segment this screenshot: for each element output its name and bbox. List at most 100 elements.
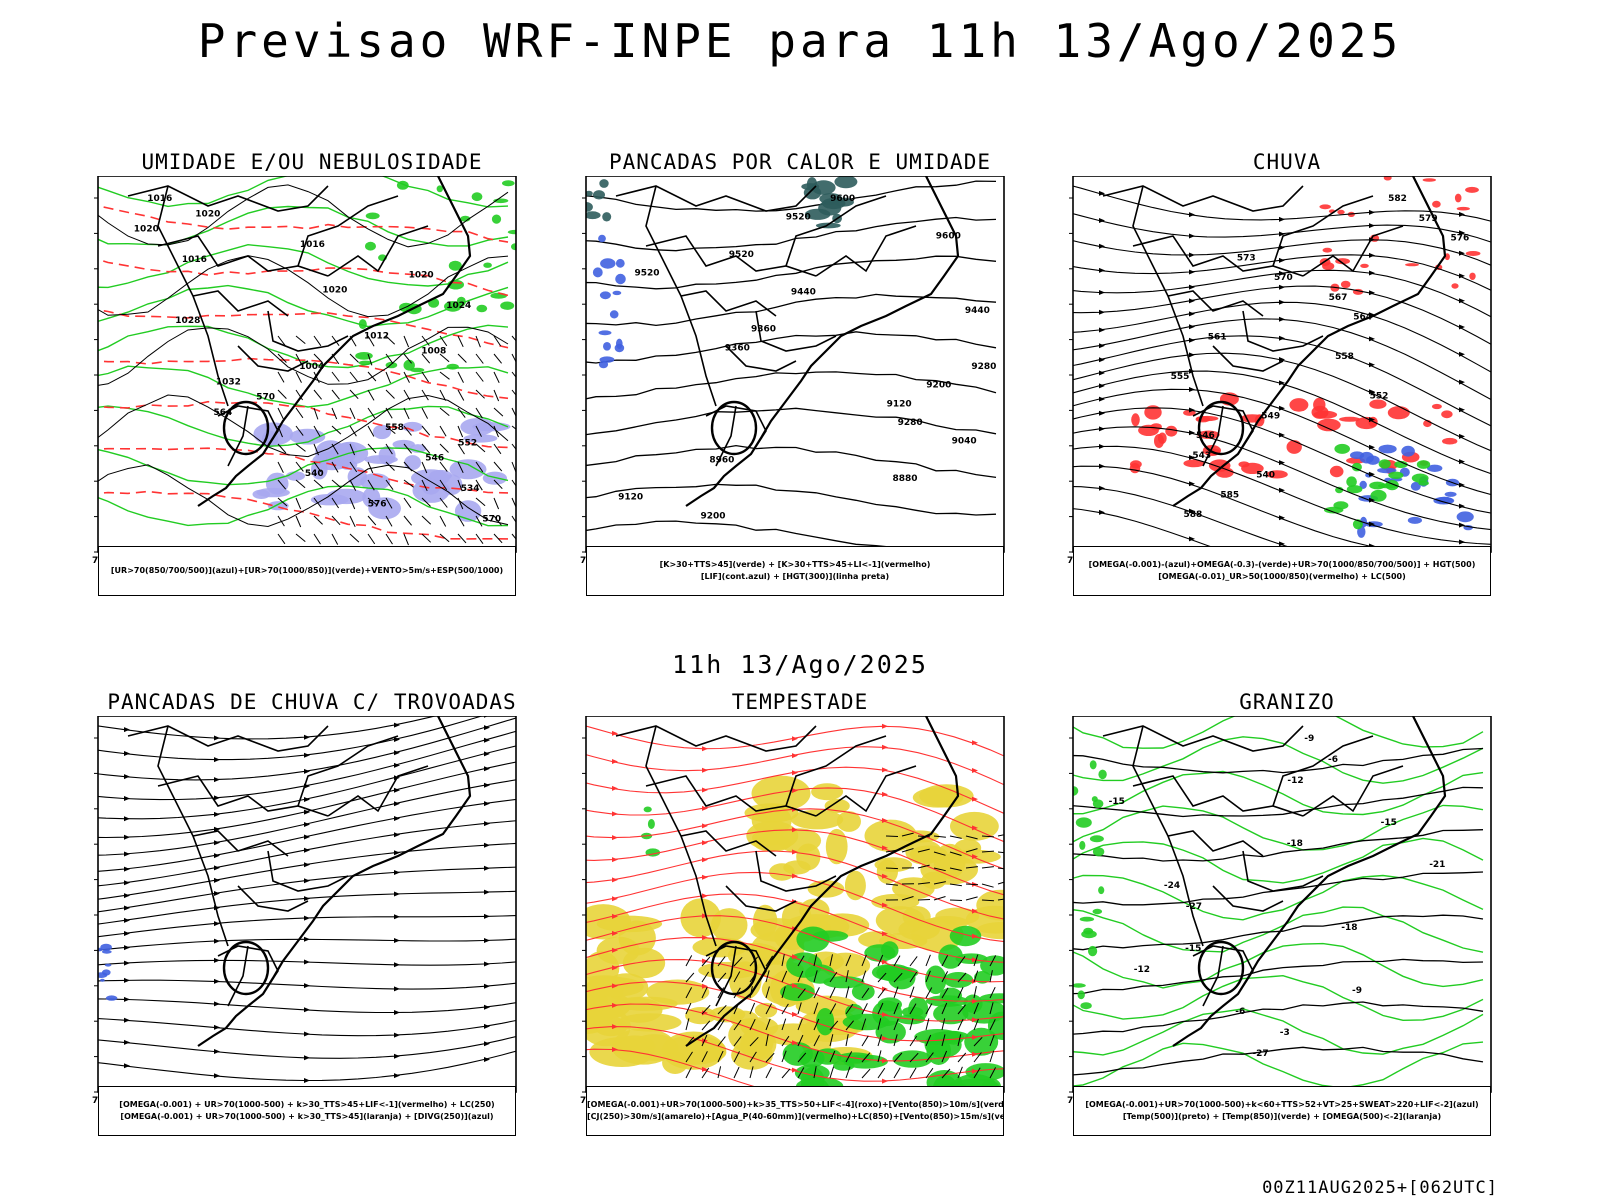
streamline-arrow bbox=[1099, 267, 1105, 273]
wind-vector bbox=[941, 955, 949, 967]
wind-vector bbox=[439, 515, 447, 527]
streamline-arrow bbox=[972, 978, 978, 984]
wind-vector bbox=[973, 1018, 979, 1031]
lifted-index-area bbox=[616, 338, 623, 349]
rain-humid-area bbox=[1431, 403, 1442, 410]
humidity-upper-area bbox=[265, 472, 289, 495]
streamline-arrow bbox=[1279, 432, 1285, 438]
wind-vector bbox=[313, 353, 323, 363]
temp-850-area bbox=[1098, 886, 1105, 895]
streamline-arrow bbox=[702, 746, 708, 752]
wind-vector bbox=[457, 407, 466, 418]
wind-vector bbox=[331, 425, 342, 435]
wind-vector bbox=[701, 986, 708, 999]
wind-vector bbox=[845, 1020, 854, 1031]
streamline-arrow bbox=[1459, 324, 1465, 330]
wind-vector bbox=[925, 1034, 932, 1047]
wind-vector bbox=[313, 479, 324, 489]
streamline-arrow bbox=[1099, 370, 1105, 376]
wind-vector bbox=[475, 407, 483, 419]
omega-strong-area bbox=[1346, 476, 1357, 488]
streamline-arrow bbox=[792, 1067, 798, 1073]
wind-vector bbox=[475, 533, 484, 544]
contour-label: -15 bbox=[1109, 797, 1125, 807]
state-border bbox=[1242, 310, 1324, 352]
contour-label: 8960 bbox=[709, 455, 734, 465]
streamline-arrow bbox=[1459, 459, 1465, 465]
wind-vector bbox=[717, 1066, 722, 1079]
omega-area bbox=[1378, 444, 1397, 454]
contour-label: 9440 bbox=[791, 287, 816, 297]
streamline-arrow bbox=[1369, 270, 1375, 276]
wind-vector bbox=[457, 335, 464, 348]
streamline-arrow bbox=[304, 896, 310, 902]
wind-vector bbox=[367, 479, 375, 491]
wind-vector bbox=[877, 1002, 884, 1015]
contour-label: 546 bbox=[425, 454, 444, 464]
streamline-arrow bbox=[394, 1032, 400, 1038]
wind-850-area bbox=[974, 971, 991, 984]
humidity-lower-area bbox=[444, 301, 462, 312]
streamline-arrow bbox=[1099, 309, 1105, 315]
streamline-arrow bbox=[1189, 337, 1195, 343]
streamline-arrow bbox=[214, 840, 220, 846]
streamline-arrow bbox=[612, 1002, 618, 1008]
wind-vector bbox=[885, 835, 899, 837]
wind-850-area bbox=[814, 1048, 842, 1065]
contour-label: 1004 bbox=[299, 362, 324, 372]
streamline-arrow bbox=[214, 853, 220, 859]
humidity-lower-area bbox=[483, 262, 492, 268]
wind-vector bbox=[717, 956, 726, 967]
streamline-arrow bbox=[1189, 269, 1195, 275]
contour-label: 570 bbox=[482, 515, 501, 525]
humidity-lower-area bbox=[471, 192, 483, 202]
wind-vector bbox=[749, 1002, 756, 1015]
wind-vector bbox=[765, 1034, 769, 1047]
streamline-arrow bbox=[882, 1078, 888, 1084]
streamline-arrow bbox=[124, 917, 130, 923]
wind-850-area bbox=[955, 953, 988, 964]
streamline-arrow bbox=[1099, 444, 1105, 449]
contour-label: 552 bbox=[458, 438, 477, 448]
wind-vector bbox=[313, 389, 322, 400]
streamline-arrow bbox=[124, 1039, 130, 1045]
streamline-arrow bbox=[1189, 252, 1195, 258]
wind-vector bbox=[367, 533, 376, 545]
streamline-arrow bbox=[702, 823, 708, 829]
wind-vector bbox=[367, 443, 377, 454]
rain-humid-area bbox=[1311, 405, 1329, 419]
contour-label: 576 bbox=[1451, 234, 1470, 244]
streamline-arrow bbox=[1459, 351, 1465, 357]
contour-label: 576 bbox=[368, 500, 387, 510]
streamline-arrow bbox=[1459, 522, 1465, 528]
convection-area bbox=[834, 176, 858, 189]
rain-humid-area bbox=[1183, 459, 1205, 468]
humidity-lower-area bbox=[507, 229, 516, 235]
humidity-lower-area bbox=[358, 319, 367, 330]
wind-vector bbox=[813, 1002, 819, 1015]
streamline-arrow bbox=[792, 788, 798, 793]
wind-vector bbox=[901, 848, 914, 853]
streamline-arrow bbox=[124, 1063, 130, 1069]
state-border bbox=[755, 310, 837, 352]
wind-850-area bbox=[643, 806, 652, 813]
wind-vector bbox=[403, 371, 410, 383]
contour-label: 9360 bbox=[725, 343, 750, 353]
streamline-arrow bbox=[882, 902, 888, 908]
wind-vector bbox=[385, 443, 393, 455]
streamline-arrow bbox=[124, 960, 130, 966]
streamline-arrow bbox=[702, 958, 708, 964]
humidity-upper-area bbox=[372, 424, 392, 440]
streamline-arrow bbox=[1189, 324, 1195, 330]
wind-vector bbox=[925, 1018, 930, 1031]
rain-humid-area bbox=[1322, 247, 1333, 253]
streamline-arrow bbox=[1369, 362, 1375, 368]
streamline-arrow bbox=[1099, 243, 1105, 249]
wind-vector bbox=[941, 1002, 948, 1015]
wind-vector bbox=[813, 1035, 820, 1047]
rain-humid-area bbox=[1329, 465, 1344, 478]
streamline-arrow bbox=[1189, 298, 1195, 304]
streamline-arrow bbox=[882, 767, 888, 773]
wind-vector bbox=[893, 986, 899, 999]
state-border bbox=[785, 735, 887, 807]
